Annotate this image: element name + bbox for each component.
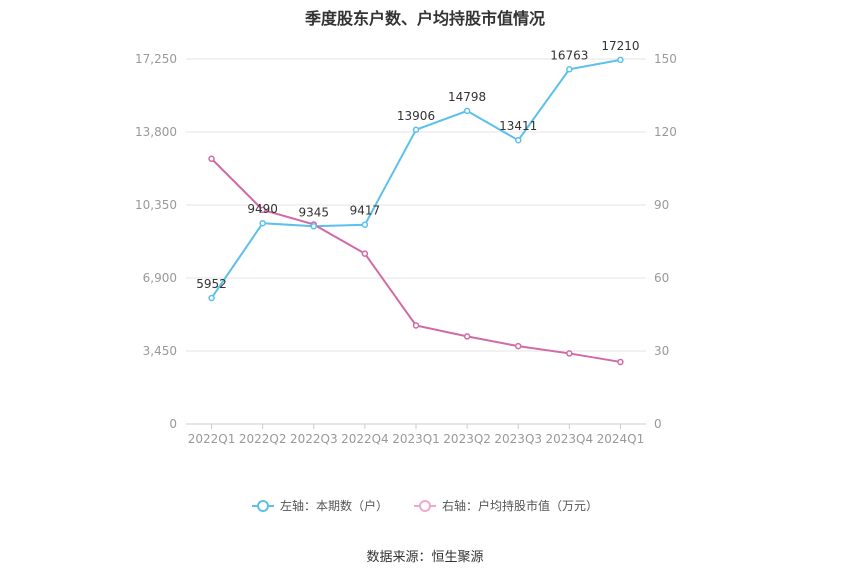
series-point-0	[617, 56, 624, 64]
legend: 左轴：本期数（户） 右轴：户均持股市值（万元）	[0, 497, 850, 514]
right-axis-tick-label: 150	[654, 52, 677, 66]
series-point-0	[310, 223, 318, 230]
data-label: 13411	[499, 119, 537, 133]
series-point-1	[208, 155, 215, 163]
data-label: 17210	[601, 39, 639, 53]
legend-swatch-left	[251, 499, 274, 513]
series-point-1	[259, 206, 266, 214]
series-point-0	[361, 221, 369, 228]
chart-title: 季度股东户数、户均持股市值情况	[304, 9, 545, 28]
legend-label-right: 右轴：户均持股市值（万元）	[442, 499, 599, 513]
series-line-0	[210, 58, 621, 299]
left-axis-tick-label: 17,250	[135, 52, 177, 66]
series-point-0	[514, 136, 522, 144]
data-label: 9345	[299, 205, 330, 219]
series-point-0	[463, 107, 471, 115]
right-axis-tick-label: 120	[654, 125, 677, 139]
legend-label-left: 左轴：本期数（户）	[279, 499, 388, 513]
series-point-1	[463, 333, 471, 340]
series-point-0	[259, 219, 266, 227]
x-axis-tick-label: 2023Q4	[546, 432, 594, 446]
source-note: 数据来源：恒生聚源	[366, 550, 484, 565]
data-label: 9417	[350, 204, 381, 218]
x-axis-tick-label: 2023Q1	[392, 432, 440, 446]
series-point-1	[412, 322, 420, 329]
right-axis-tick-label: 60	[654, 271, 669, 285]
x-axis-tick-label: 2023Q2	[443, 432, 491, 446]
right-axis-tick-label: 0	[654, 417, 662, 431]
series-point-1	[514, 342, 522, 350]
data-label: 13906	[397, 109, 435, 123]
left-axis-tick-label: 6,900	[143, 271, 177, 285]
right-axis-tick-label: 90	[654, 198, 669, 212]
data-label: 16763	[550, 48, 588, 62]
x-axis-tick-label: 2023Q3	[494, 432, 542, 446]
series-point-1	[617, 358, 624, 366]
data-label: 14798	[448, 90, 486, 104]
series-point-1	[566, 350, 573, 357]
series-point-0	[566, 66, 573, 73]
x-axis-tick-label: 2022Q2	[239, 432, 287, 446]
left-axis-tick-label: 3,450	[143, 344, 177, 358]
series-point-0	[208, 294, 215, 302]
series-line-1	[210, 158, 621, 363]
data-label: 9490	[247, 202, 278, 216]
legend-swatch-right	[414, 499, 436, 513]
x-axis-tick-label: 2022Q1	[188, 432, 236, 446]
right-axis-tick-label: 30	[654, 344, 669, 358]
legend-item-left[interactable]: 左轴：本期数（户）	[251, 497, 388, 514]
left-axis-tick-label: 0	[169, 417, 177, 431]
left-axis-tick-label: 13,800	[135, 125, 177, 139]
legend-item-right[interactable]: 右轴：户均持股市值（万元）	[414, 497, 598, 514]
left-axis-tick-label: 10,350	[135, 198, 177, 212]
x-axis-tick-label: 2022Q4	[341, 432, 389, 446]
x-axis-tick-label: 2022Q3	[290, 432, 338, 446]
data-label: 5952	[196, 277, 227, 291]
series-point-0	[412, 126, 420, 134]
x-axis-tick-label: 2024Q1	[597, 432, 645, 446]
series-point-1	[361, 250, 369, 257]
